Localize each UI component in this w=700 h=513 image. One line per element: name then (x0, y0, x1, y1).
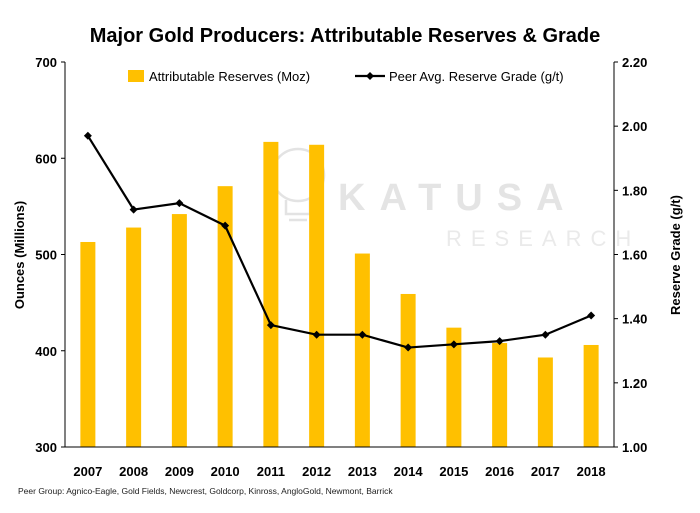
x-tick-label: 2017 (531, 464, 560, 479)
x-tick-label: 2013 (348, 464, 377, 479)
line-point (83, 131, 92, 140)
y-tick-label: 500 (35, 248, 57, 263)
x-tick-label: 2007 (73, 464, 102, 479)
y-tick-label: 600 (35, 151, 57, 166)
bar (126, 227, 142, 447)
line-point (495, 337, 504, 346)
watermark: KATUSA RESEARCH (270, 147, 640, 251)
line-point (358, 330, 367, 339)
y2-tick-label: 1.20 (622, 376, 647, 391)
bar (583, 344, 599, 447)
y2-tick-label: 1.80 (622, 183, 647, 198)
line-point (266, 321, 275, 330)
bar (80, 241, 96, 447)
x-tick-label: 2012 (302, 464, 331, 479)
y2-tick-label: 1.60 (622, 248, 647, 263)
legend: Attributable Reserves (Moz) Peer Avg. Res… (128, 69, 564, 84)
line-point (221, 221, 230, 230)
bar (171, 214, 187, 447)
bar (309, 144, 325, 447)
bar (492, 343, 508, 447)
y-tick-label: 700 (35, 55, 57, 70)
series-line (86, 135, 592, 349)
bar (217, 186, 233, 447)
x-tick-label: 2018 (577, 464, 606, 479)
x-tick-label: 2014 (394, 464, 424, 479)
bar (263, 141, 279, 447)
line-point (587, 311, 596, 320)
line-point (404, 343, 413, 352)
y2-tick-label: 2.00 (622, 119, 647, 134)
line-point (449, 340, 458, 349)
line-point (312, 330, 321, 339)
x-tick-label: 2016 (485, 464, 514, 479)
line-point (541, 330, 550, 339)
x-tick-label: 2011 (257, 464, 285, 479)
line-point (175, 199, 184, 208)
bar (354, 253, 370, 447)
legend-label-bar: Attributable Reserves (Moz) (149, 69, 310, 84)
legend-label-line: Peer Avg. Reserve Grade (g/t) (389, 69, 564, 84)
watermark-sub: RESEARCH (446, 226, 640, 251)
y2-axis-label: Reserve Grade (g/t) (668, 195, 683, 315)
bar-series (80, 141, 599, 447)
x-tick-label: 2009 (165, 464, 194, 479)
x-tick-label: 2008 (119, 464, 148, 479)
x-tick-label: 2015 (439, 464, 468, 479)
tick-labels: 300 400 500 600 700 1.00 1.20 1.40 1.60 1.80 2.00 2… (35, 55, 647, 479)
watermark-brand: KATUSA (338, 177, 578, 219)
y-tick-label: 300 (35, 440, 57, 455)
chart-title: Major Gold Producers: Attributable Reser… (90, 25, 601, 47)
legend-swatch-bar (128, 70, 144, 82)
line-series (83, 131, 596, 352)
bar (537, 357, 553, 447)
legend-swatch-marker (366, 72, 374, 80)
bar (446, 327, 462, 447)
y2-tick-label: 1.40 (622, 312, 647, 327)
line-point (129, 205, 138, 214)
y2-tick-label: 2.20 (622, 55, 647, 70)
axes (61, 61, 618, 448)
y-tick-label: 400 (35, 344, 57, 359)
y-axis-label: Ounces (Millions) (12, 201, 27, 309)
y2-tick-label: 1.00 (622, 440, 647, 455)
x-tick-label: 2010 (211, 464, 240, 479)
footnote: Peer Group: Agnico-Eagle, Gold Fields, N… (18, 486, 393, 496)
bar (400, 293, 416, 447)
